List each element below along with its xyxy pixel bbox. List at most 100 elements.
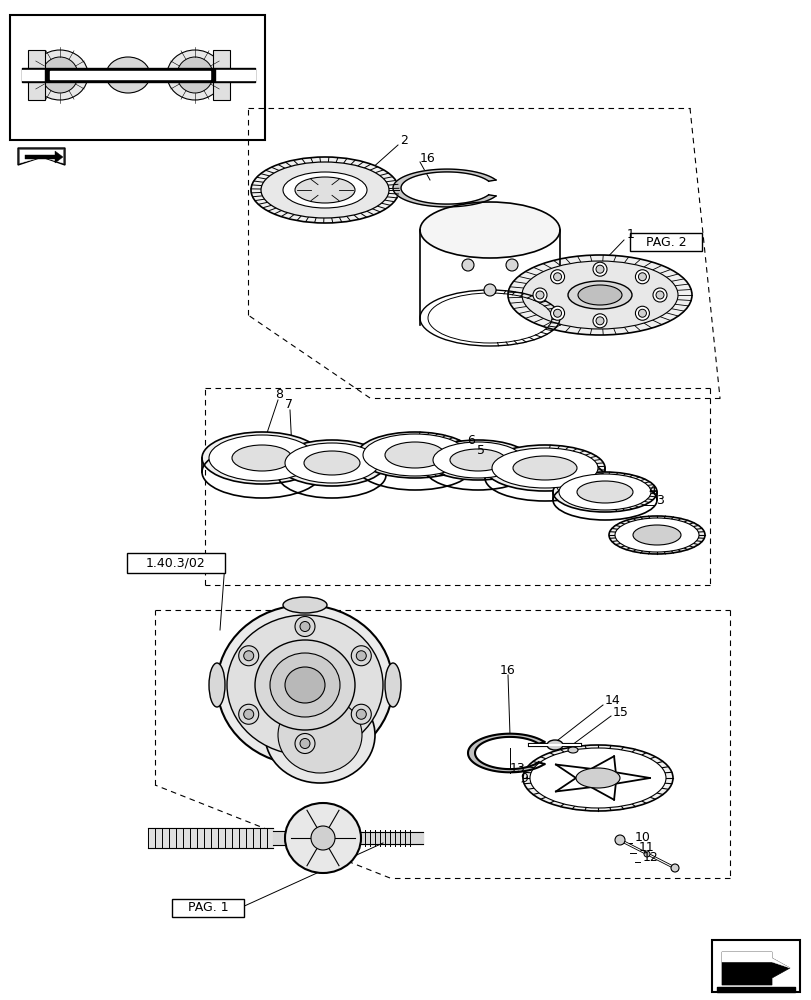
Ellipse shape bbox=[577, 285, 621, 305]
Ellipse shape bbox=[283, 172, 367, 208]
Text: 1.40.3/02: 1.40.3/02 bbox=[146, 556, 206, 570]
Circle shape bbox=[238, 704, 259, 724]
Ellipse shape bbox=[491, 448, 597, 488]
Polygon shape bbox=[393, 169, 496, 207]
Circle shape bbox=[483, 284, 496, 296]
Circle shape bbox=[670, 864, 678, 872]
Text: 11: 11 bbox=[638, 841, 654, 854]
Circle shape bbox=[550, 270, 564, 284]
Ellipse shape bbox=[577, 481, 633, 503]
Ellipse shape bbox=[552, 472, 656, 512]
Circle shape bbox=[243, 651, 253, 661]
Polygon shape bbox=[721, 952, 789, 985]
Ellipse shape bbox=[32, 50, 88, 100]
Ellipse shape bbox=[614, 518, 698, 552]
Polygon shape bbox=[467, 734, 543, 772]
Circle shape bbox=[351, 646, 371, 666]
Circle shape bbox=[299, 621, 310, 632]
Ellipse shape bbox=[227, 615, 383, 755]
Circle shape bbox=[592, 262, 607, 276]
Ellipse shape bbox=[167, 50, 223, 100]
Circle shape bbox=[505, 259, 517, 271]
Ellipse shape bbox=[419, 202, 560, 258]
Ellipse shape bbox=[277, 697, 362, 773]
Ellipse shape bbox=[508, 255, 691, 335]
Bar bbox=[172, 899, 243, 917]
Ellipse shape bbox=[285, 443, 379, 483]
Ellipse shape bbox=[547, 740, 562, 750]
Ellipse shape bbox=[283, 597, 327, 613]
Bar bbox=[127, 553, 225, 573]
Ellipse shape bbox=[42, 57, 78, 93]
Circle shape bbox=[238, 646, 259, 666]
Ellipse shape bbox=[283, 757, 327, 773]
Circle shape bbox=[461, 259, 474, 271]
Text: 1: 1 bbox=[626, 229, 634, 241]
Circle shape bbox=[553, 309, 561, 317]
Ellipse shape bbox=[285, 803, 361, 873]
Ellipse shape bbox=[294, 177, 354, 203]
Circle shape bbox=[535, 291, 543, 299]
Text: 5: 5 bbox=[476, 444, 484, 456]
Bar bbox=[711, 940, 799, 992]
Ellipse shape bbox=[217, 605, 393, 765]
Polygon shape bbox=[25, 151, 63, 163]
Circle shape bbox=[635, 306, 649, 320]
Text: 7: 7 bbox=[285, 398, 293, 412]
Ellipse shape bbox=[255, 640, 354, 730]
Text: 16: 16 bbox=[419, 152, 436, 165]
Ellipse shape bbox=[568, 281, 631, 309]
Text: 2: 2 bbox=[400, 134, 407, 147]
Ellipse shape bbox=[575, 768, 620, 788]
Ellipse shape bbox=[558, 474, 650, 510]
Circle shape bbox=[243, 709, 253, 719]
Ellipse shape bbox=[303, 451, 359, 475]
Circle shape bbox=[532, 288, 547, 302]
Text: 6: 6 bbox=[466, 434, 474, 446]
Text: 3: 3 bbox=[655, 493, 663, 506]
Circle shape bbox=[643, 851, 649, 857]
Circle shape bbox=[294, 616, 315, 637]
Text: 12: 12 bbox=[642, 851, 658, 864]
Circle shape bbox=[595, 265, 603, 273]
Text: 13: 13 bbox=[509, 762, 525, 774]
Ellipse shape bbox=[484, 445, 604, 491]
Circle shape bbox=[652, 288, 666, 302]
Ellipse shape bbox=[521, 261, 677, 329]
Ellipse shape bbox=[270, 653, 340, 717]
Polygon shape bbox=[18, 148, 65, 165]
Circle shape bbox=[595, 317, 603, 325]
Ellipse shape bbox=[357, 432, 473, 478]
Bar bbox=[212, 50, 230, 100]
Circle shape bbox=[356, 651, 366, 661]
Ellipse shape bbox=[264, 687, 375, 783]
Ellipse shape bbox=[260, 162, 388, 218]
Polygon shape bbox=[721, 952, 789, 968]
Circle shape bbox=[311, 826, 335, 850]
Circle shape bbox=[637, 309, 646, 317]
Ellipse shape bbox=[568, 747, 577, 753]
Ellipse shape bbox=[251, 157, 398, 223]
Ellipse shape bbox=[285, 667, 324, 703]
Ellipse shape bbox=[363, 434, 466, 476]
Circle shape bbox=[550, 306, 564, 320]
Ellipse shape bbox=[208, 663, 225, 707]
Ellipse shape bbox=[202, 432, 322, 484]
Ellipse shape bbox=[106, 57, 150, 93]
Ellipse shape bbox=[426, 440, 530, 480]
Circle shape bbox=[637, 273, 646, 281]
Circle shape bbox=[635, 270, 649, 284]
Text: 4: 4 bbox=[647, 484, 655, 496]
Ellipse shape bbox=[449, 449, 505, 471]
Ellipse shape bbox=[513, 456, 577, 480]
Text: PAG. 1: PAG. 1 bbox=[187, 901, 228, 914]
Bar bbox=[10, 15, 264, 140]
Ellipse shape bbox=[384, 663, 401, 707]
Circle shape bbox=[351, 704, 371, 724]
Text: 8: 8 bbox=[275, 388, 283, 401]
Circle shape bbox=[614, 835, 624, 845]
Circle shape bbox=[299, 738, 310, 748]
Polygon shape bbox=[20, 150, 63, 163]
Bar bbox=[629, 233, 702, 251]
Ellipse shape bbox=[432, 442, 522, 478]
